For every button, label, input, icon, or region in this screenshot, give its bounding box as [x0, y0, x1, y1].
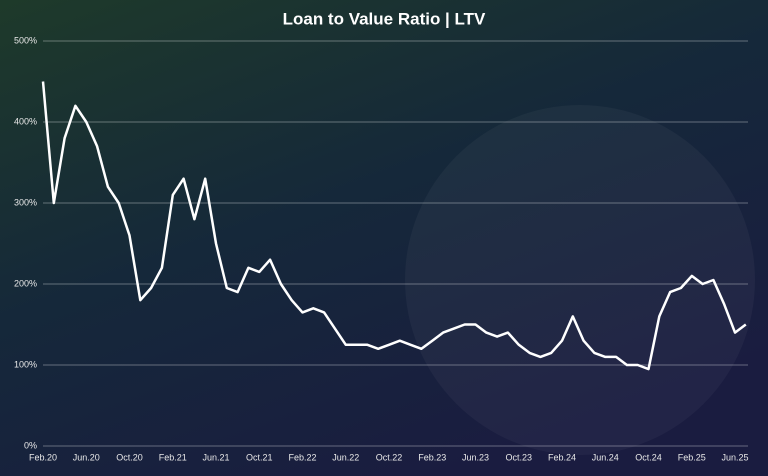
x-tick-label: Feb.24 [548, 452, 576, 462]
x-tick-label: Feb.21 [159, 452, 187, 462]
x-tick-label: Jun.20 [73, 452, 100, 462]
y-tick-label: 300% [14, 197, 37, 207]
x-tick-label: Feb.25 [678, 452, 706, 462]
watermark [405, 105, 755, 455]
x-tick-label: Oct.20 [116, 452, 143, 462]
x-tick-label: Jun.22 [332, 452, 359, 462]
y-tick-label: 500% [14, 35, 37, 45]
x-tick-label: Oct.22 [376, 452, 403, 462]
x-tick-label: Feb.23 [418, 452, 446, 462]
x-tick-label: Jun.21 [202, 452, 229, 462]
y-tick-label: 200% [14, 278, 37, 288]
x-tick-label: Oct.24 [635, 452, 662, 462]
x-tick-label: Oct.21 [246, 452, 273, 462]
x-tick-label: Jun.24 [592, 452, 619, 462]
x-tick-label: Feb.20 [29, 452, 57, 462]
chart-title: Loan to Value Ratio | LTV [283, 9, 486, 28]
y-tick-label: 0% [24, 440, 37, 450]
x-tick-label: Jun.25 [721, 452, 748, 462]
x-tick-label: Feb.22 [288, 452, 316, 462]
y-tick-label: 400% [14, 116, 37, 126]
x-tick-label: Jun.23 [462, 452, 489, 462]
x-tick-label: Oct.23 [505, 452, 532, 462]
y-tick-label: 100% [14, 359, 37, 369]
ltv-line [41, 81, 747, 371]
